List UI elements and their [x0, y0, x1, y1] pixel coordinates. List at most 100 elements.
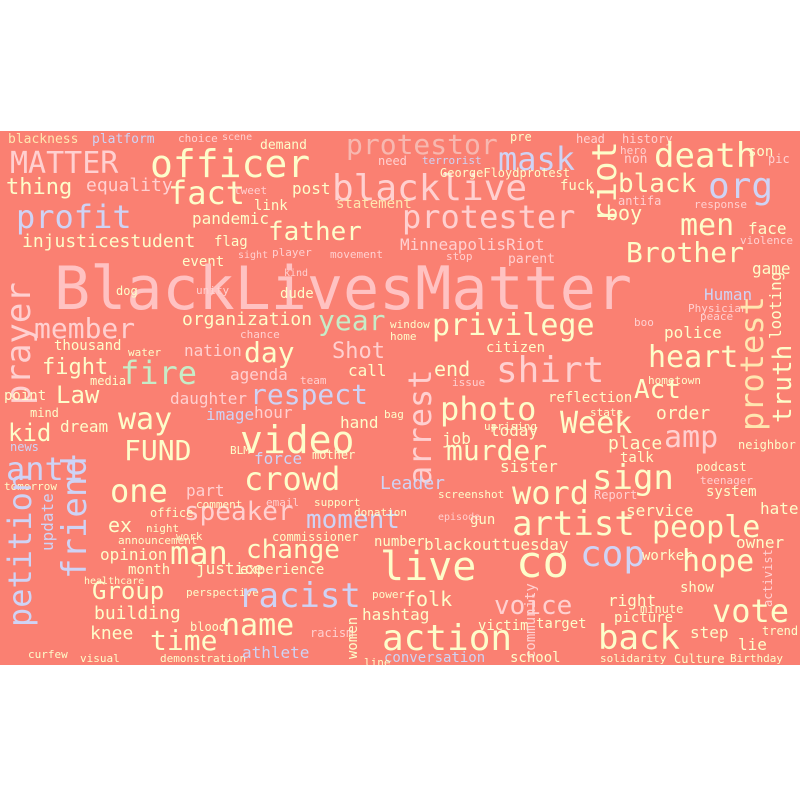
word: donation [354, 506, 407, 519]
word: time [150, 624, 218, 657]
word: co [516, 537, 569, 588]
word: org [708, 166, 774, 207]
word: building [94, 603, 181, 624]
word: need [378, 154, 407, 168]
word: man [170, 534, 228, 572]
word: kind [284, 268, 309, 279]
word: photo [440, 390, 537, 428]
word: service [626, 501, 694, 520]
word: action [382, 618, 513, 659]
word: opinion [100, 545, 168, 564]
word: kid [8, 419, 52, 447]
word: link [254, 198, 288, 214]
word: protest [733, 296, 771, 431]
word: choice [178, 132, 218, 145]
word: line [364, 656, 391, 665]
word: pandemic [192, 209, 270, 228]
word: peace [700, 310, 734, 323]
word: solidarity [600, 652, 667, 665]
word: antifa [618, 194, 662, 208]
word-cloud: blackness platform choice scene protesto… [0, 131, 800, 665]
word: podcast [696, 460, 747, 474]
word: flag [214, 234, 248, 250]
word: pic [768, 152, 790, 166]
word: moment [306, 505, 400, 535]
word: Report [594, 488, 638, 502]
word: sister [500, 457, 558, 476]
word: sight [238, 250, 269, 261]
word: amp [664, 420, 719, 455]
word: comment [196, 498, 243, 511]
word: minute [640, 602, 684, 616]
word: order [656, 403, 711, 424]
word: boo [634, 316, 654, 329]
word: curfew [28, 648, 68, 661]
word: dream [60, 417, 109, 436]
word: police [664, 323, 722, 342]
word: live [380, 544, 477, 590]
word: shirt [496, 350, 605, 391]
word: agenda [230, 365, 288, 384]
word: women [345, 616, 361, 659]
word: dog [116, 284, 138, 298]
word: artist [512, 504, 635, 544]
word: window [390, 318, 430, 331]
word: hometown [648, 374, 701, 387]
word: update [38, 493, 57, 551]
word: blackness [8, 132, 79, 147]
word: death [654, 136, 757, 176]
word: one [110, 472, 168, 510]
word: Week [560, 406, 633, 441]
word: picture [614, 610, 674, 626]
word: lie [738, 635, 767, 654]
word: sign [592, 458, 674, 498]
word: year [318, 304, 386, 337]
word: work [176, 530, 203, 543]
word: hero [620, 144, 647, 157]
word: worker [642, 548, 693, 564]
word: Physician [688, 302, 748, 315]
word: terrorist [422, 154, 482, 167]
word: episode [438, 512, 481, 523]
word: tomorrow [4, 480, 57, 493]
word: event [182, 254, 225, 270]
word: point [4, 388, 47, 404]
word: people [652, 510, 761, 545]
word: community [523, 583, 539, 659]
word: office [150, 506, 194, 520]
word: reflection [548, 390, 633, 406]
word: target [536, 616, 587, 632]
word: trend [762, 624, 799, 638]
word: demand [260, 138, 307, 153]
word: word [512, 474, 590, 512]
word: black [618, 169, 697, 199]
word: name [222, 608, 295, 643]
word: platform [92, 132, 155, 147]
word: today [490, 421, 539, 440]
word: state [590, 406, 624, 419]
word: face [748, 219, 787, 238]
word: number [374, 534, 425, 550]
word: non [624, 152, 648, 167]
word: school [510, 650, 561, 665]
word: Birthday [730, 652, 783, 665]
word: GeorgeFloydprotest [440, 166, 571, 180]
word: bag [384, 408, 404, 421]
word: day [244, 336, 295, 369]
word: protestor [346, 131, 498, 161]
word: friend [55, 456, 95, 579]
word: officer [150, 142, 311, 186]
word: FUND [124, 434, 192, 467]
word: email [266, 496, 300, 509]
word: neighbor [738, 438, 796, 452]
word: job [442, 429, 471, 448]
word: game [752, 259, 791, 278]
word: force [254, 449, 303, 468]
word: violence [740, 234, 793, 247]
word: history [622, 132, 673, 146]
word: father [268, 217, 362, 247]
word: speaker [184, 497, 294, 527]
word: cop [580, 534, 646, 575]
word: heart [648, 340, 739, 375]
word: Leader [380, 473, 446, 494]
